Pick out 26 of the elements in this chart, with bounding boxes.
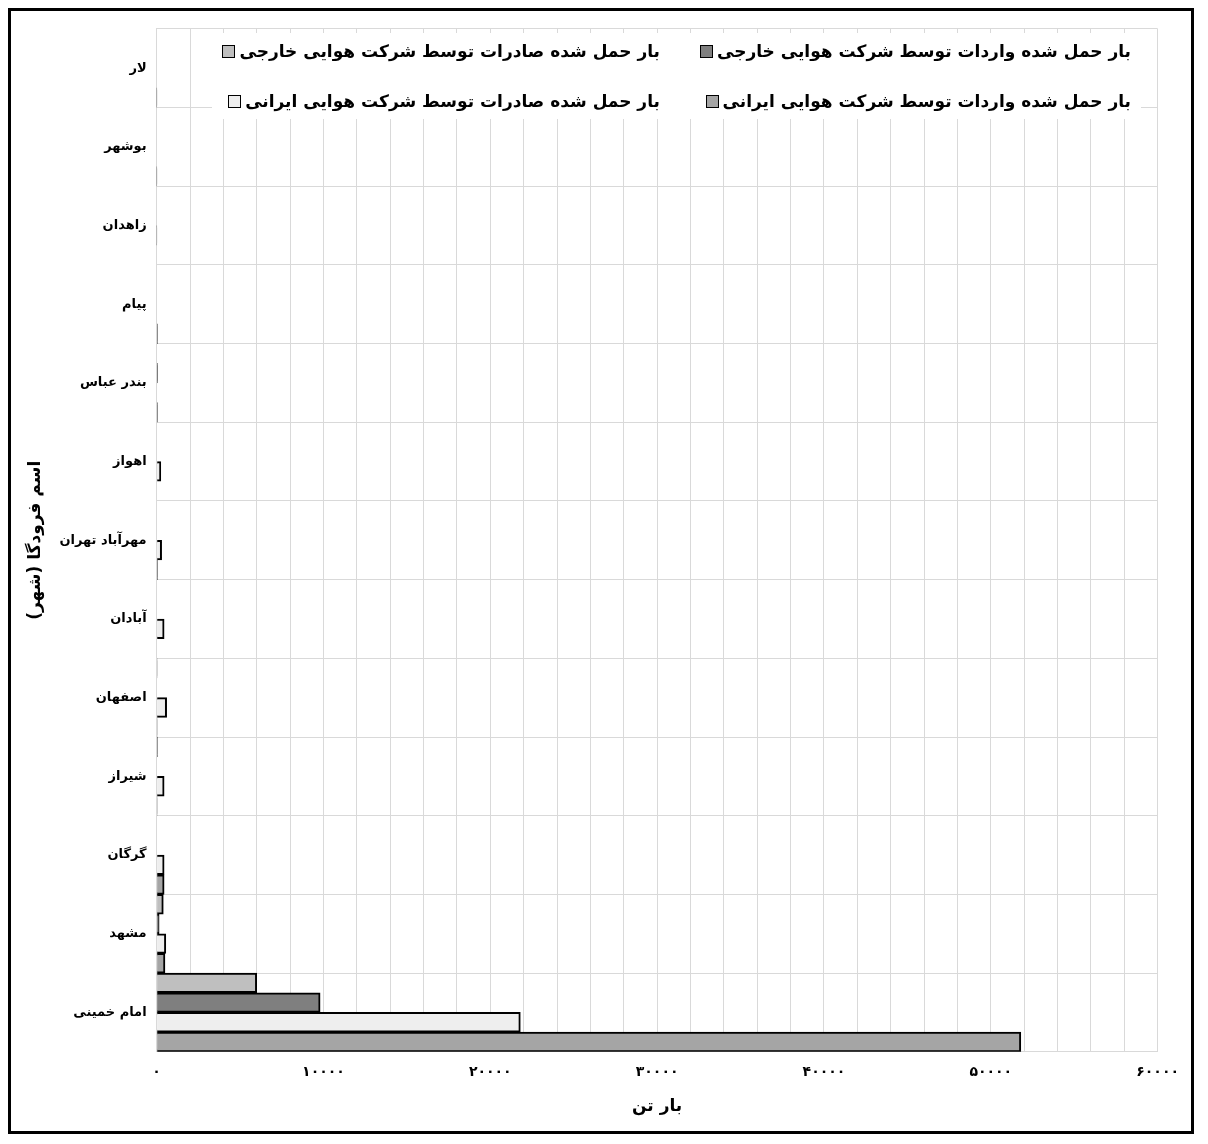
x-tick-label: ۳۰۰۰۰ (635, 1062, 679, 1079)
legend-label: بار حمل شده صادرات توسط شرکت هوایی خارجی (239, 41, 660, 61)
y-tick-label: شیراز (107, 767, 147, 783)
legend-label: بار حمل شده صادرات توسط شرکت هوایی ایرانی (245, 91, 660, 111)
y-tick-label: زاهدان (102, 216, 147, 232)
y-tick-label: اصفهان (95, 689, 147, 705)
y-tick-label: امام خمینی (73, 1003, 147, 1020)
x-tick-label: ۰ (152, 1062, 161, 1079)
x-tick-label: ۱۰۰۰۰ (302, 1062, 345, 1079)
y-tick-label: بوشهر (103, 138, 147, 154)
y-tick-label: مشهد (109, 925, 147, 941)
x-tick-label: ۵۰۰۰۰ (969, 1062, 1013, 1079)
x-tick-label: ۲۰۰۰۰ (468, 1062, 512, 1079)
y-tick-label: پیام (122, 295, 147, 312)
legend-label: بار حمل شده واردات توسط شرکت هوایی ایرانی (722, 91, 1131, 111)
x-tick-label: ۶۰۰۰۰ (1136, 1062, 1179, 1079)
x-tick-label: ۴۰۰۰۰ (802, 1062, 846, 1079)
x-axis-title: بار تن (632, 1095, 683, 1117)
y-tick-label: آبادان (110, 609, 148, 626)
y-tick-label: اهواز (112, 452, 147, 468)
legend-label: بار حمل شده واردات توسط شرکت هوایی خارجی (716, 41, 1131, 61)
y-tick-label: بندر عباس (79, 374, 147, 390)
y-tick-label: گرگان (107, 846, 148, 862)
y-tick-label: لار (128, 59, 147, 75)
y-tick-label: مهرآباد تهران (59, 530, 147, 547)
y-axis-title: اسم فرودگا (شهر) (23, 460, 45, 620)
